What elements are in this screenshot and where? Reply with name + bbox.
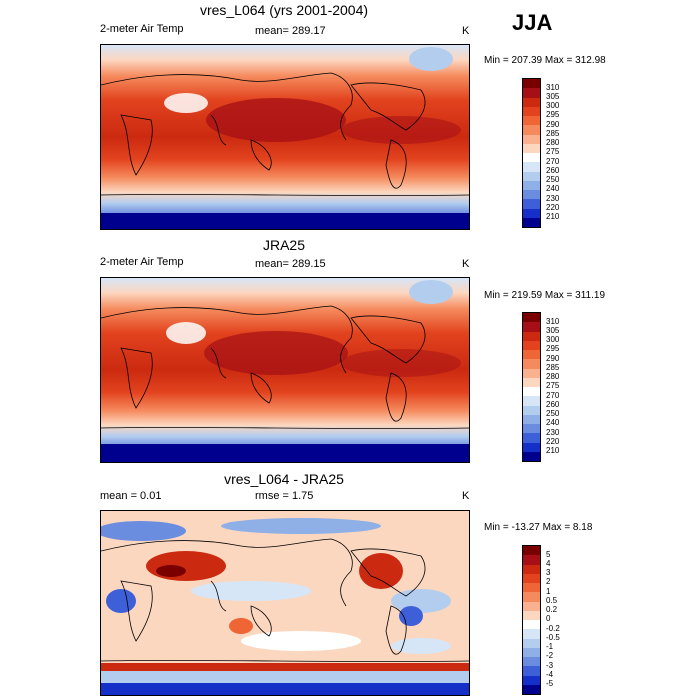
- panel3-cb-label: -3: [546, 661, 554, 670]
- panel2-minmax: Min = 219.59 Max = 311.19: [484, 290, 606, 301]
- panel3-rmse-label: rmse = 1.75: [255, 490, 314, 502]
- panel2-cb-label: 210: [546, 446, 560, 455]
- panel3-cb-label: 3: [546, 568, 551, 577]
- panel3-title: vres_L064 - JRA25: [224, 471, 344, 487]
- panel1-cb-label: 250: [546, 175, 560, 184]
- panel3-cb-label: 5: [546, 550, 551, 559]
- panel2-units: K: [462, 258, 470, 270]
- panel1-cb-label: 280: [546, 138, 560, 147]
- panel2-title: JRA25: [262, 237, 306, 253]
- panel3-cb-label: -0.5: [546, 633, 560, 642]
- panel2-cb-label: 220: [546, 437, 560, 446]
- panel3-cb-label: 2: [546, 577, 551, 586]
- panel1-cb-label: 285: [546, 129, 560, 138]
- panel2-cb-label: 280: [546, 372, 560, 381]
- panel2-cb-label: 290: [546, 354, 560, 363]
- panel2-cb-label: 300: [546, 335, 560, 344]
- panel2-cb-label: 250: [546, 409, 560, 418]
- panel1-cb-label: 295: [546, 110, 560, 119]
- panel3-map-field: [101, 511, 469, 695]
- panel1-colorbar: [522, 78, 541, 228]
- panel2-map-field: [101, 278, 469, 462]
- panel3-cb-label: -0.2: [546, 624, 560, 633]
- panel1-minmax: Min = 207.39 Max = 312.98: [484, 55, 606, 66]
- panel3-cb-label: -4: [546, 670, 554, 679]
- panel1-cb-label: 275: [546, 147, 560, 156]
- panel2-cb-label: 310: [546, 317, 560, 326]
- panel3-cb-label: 1: [546, 587, 551, 596]
- panel2-map: [100, 277, 470, 463]
- panel1-cb-label: 240: [546, 184, 560, 193]
- panel2-mean-label: mean= 289.15: [255, 258, 326, 270]
- panel1-cb-label: 270: [546, 157, 560, 166]
- panel1-cb-label: 210: [546, 212, 560, 221]
- panel3-cb-label: -5: [546, 679, 554, 688]
- panel3-cb-label: 4: [546, 559, 551, 568]
- panel1-cb-label: 290: [546, 120, 560, 129]
- panel1-cb-label: 260: [546, 166, 560, 175]
- panel1-map-field: [101, 45, 469, 229]
- panel1-mean-label: mean= 289.17: [255, 25, 326, 37]
- panel1-title: vres_L064 (yrs 2001-2004): [199, 2, 369, 18]
- panel2-left-label: 2-meter Air Temp: [100, 256, 184, 268]
- panel1-left-label: 2-meter Air Temp: [100, 23, 184, 35]
- panel1-cb-label: 300: [546, 101, 560, 110]
- panel2-cb-label: 230: [546, 428, 560, 437]
- panel2-cb-label: 260: [546, 400, 560, 409]
- panel3-cb-label: -2: [546, 651, 554, 660]
- panel3-map: [100, 510, 470, 696]
- panel1-units: K: [462, 25, 470, 37]
- panel1-cb-label: 230: [546, 194, 560, 203]
- season-label: JJA: [512, 10, 553, 35]
- panel2-cb-label: 240: [546, 418, 560, 427]
- panel3-cb-label: 0.5: [546, 596, 558, 605]
- panel2-cb-label: 285: [546, 363, 560, 372]
- panel3-colorbar: [522, 545, 541, 695]
- panel1-cb-label: 310: [546, 83, 560, 92]
- panel2-cb-label: 305: [546, 326, 560, 335]
- panel2-colorbar: [522, 312, 541, 462]
- panel2-cb-label: 270: [546, 391, 560, 400]
- panel3-mean-label: mean = 0.01: [100, 490, 162, 502]
- panel2-cb-label: 275: [546, 381, 560, 390]
- panel3-minmax: Min = -13.27 Max = 8.18: [484, 522, 593, 533]
- panel3-cb-label: 0.2: [546, 605, 558, 614]
- panel1-cb-label: 305: [546, 92, 560, 101]
- panel3-cb-label: -1: [546, 642, 554, 651]
- panel2-cb-label: 295: [546, 344, 560, 353]
- panel1-map: [100, 44, 470, 230]
- panel3-units: K: [462, 490, 470, 502]
- panel3-cb-label: 0: [546, 614, 551, 623]
- panel1-cb-label: 220: [546, 203, 560, 212]
